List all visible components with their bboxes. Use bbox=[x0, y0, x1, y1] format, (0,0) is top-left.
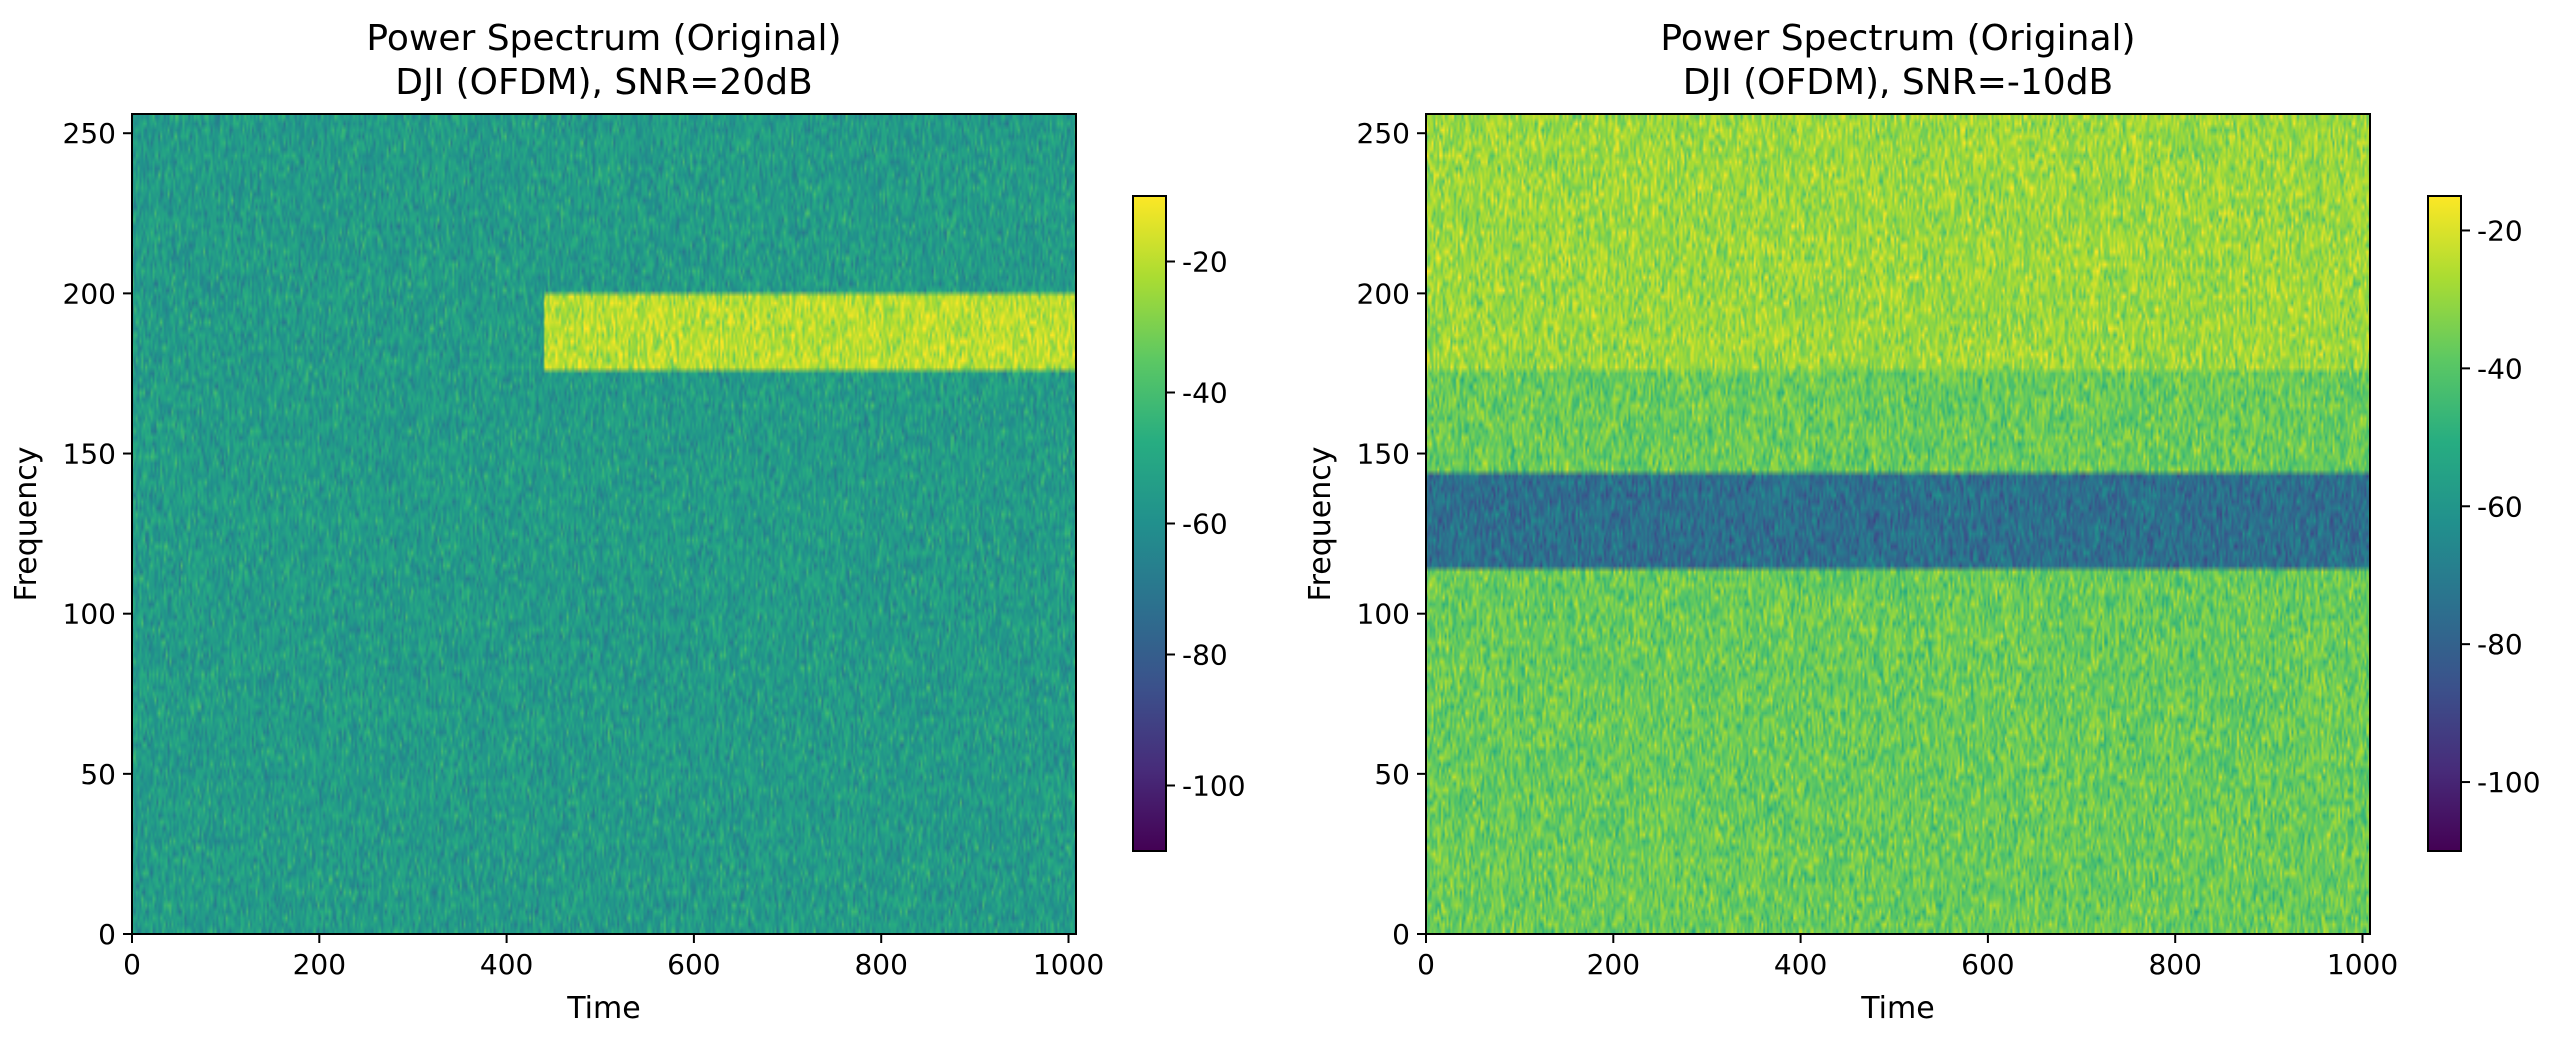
y-tick-label: 250 bbox=[63, 117, 116, 150]
colorbar-tick-label: -60 bbox=[2477, 490, 2523, 523]
x-tick-label: 1000 bbox=[2327, 948, 2398, 981]
y-tick-label: 100 bbox=[1357, 598, 1410, 631]
colorbar-frame bbox=[2427, 195, 2462, 852]
colorbar-tick-label: -60 bbox=[1182, 508, 1228, 541]
heatmap-image bbox=[1426, 114, 2370, 934]
y-tick-label: 150 bbox=[63, 438, 116, 471]
colorbar-tick-label: -40 bbox=[2477, 352, 2523, 385]
colorbar-tick-label: -40 bbox=[1182, 377, 1228, 410]
colorbar-tick-label: -100 bbox=[1182, 770, 1246, 803]
x-tick-label: 800 bbox=[2148, 948, 2201, 981]
x-tick-label: 400 bbox=[480, 948, 533, 981]
plot-frame bbox=[1425, 113, 2371, 935]
colorbar bbox=[1133, 196, 1166, 851]
y-tick-label: 0 bbox=[1392, 918, 1410, 951]
x-tick-label: 200 bbox=[1587, 948, 1640, 981]
x-tick-label: 0 bbox=[1417, 948, 1435, 981]
colorbar-tick-label: -100 bbox=[2477, 766, 2541, 799]
chart-title: Power Spectrum (Original) bbox=[1660, 18, 2135, 59]
chart-subtitle: DJI (OFDM), SNR=-10dB bbox=[1683, 62, 2114, 103]
x-tick-label: 600 bbox=[667, 948, 720, 981]
colorbar-tick-label: -20 bbox=[2477, 214, 2523, 247]
y-tick-label: 50 bbox=[80, 758, 116, 791]
colorbar-tick-label: -80 bbox=[1182, 639, 1228, 672]
colorbar-tick-label: -20 bbox=[1182, 246, 1228, 279]
y-tick-label: 150 bbox=[1357, 438, 1410, 471]
y-tick-label: 200 bbox=[63, 277, 116, 310]
colorbar bbox=[2428, 196, 2461, 851]
x-axis-label: Time bbox=[1860, 991, 1934, 1026]
heatmap-image bbox=[132, 114, 1076, 934]
y-axis-label: Frequency bbox=[1303, 447, 1338, 602]
colorbar-tick-label: -80 bbox=[2477, 628, 2523, 661]
chart-title: Power Spectrum (Original) bbox=[366, 18, 841, 59]
chart-panel-1: Power Spectrum (Original)DJI (OFDM), SNR… bbox=[9, 18, 1246, 1026]
y-tick-label: 250 bbox=[1357, 117, 1410, 150]
y-axis-label: Frequency bbox=[9, 447, 44, 602]
y-tick-label: 50 bbox=[1374, 758, 1410, 791]
x-tick-label: 400 bbox=[1774, 948, 1827, 981]
x-tick-label: 800 bbox=[854, 948, 907, 981]
chart-subtitle: DJI (OFDM), SNR=20dB bbox=[395, 62, 813, 103]
plot-frame bbox=[131, 113, 1077, 935]
x-axis-label: Time bbox=[566, 991, 640, 1026]
y-tick-label: 100 bbox=[63, 598, 116, 631]
x-tick-label: 600 bbox=[1961, 948, 2014, 981]
x-tick-label: 0 bbox=[123, 948, 141, 981]
x-tick-label: 1000 bbox=[1033, 948, 1104, 981]
y-tick-label: 0 bbox=[98, 918, 116, 951]
x-tick-label: 200 bbox=[293, 948, 346, 981]
chart-panel-2: Power Spectrum (Original)DJI (OFDM), SNR… bbox=[1303, 18, 2541, 1026]
y-tick-label: 200 bbox=[1357, 277, 1410, 310]
